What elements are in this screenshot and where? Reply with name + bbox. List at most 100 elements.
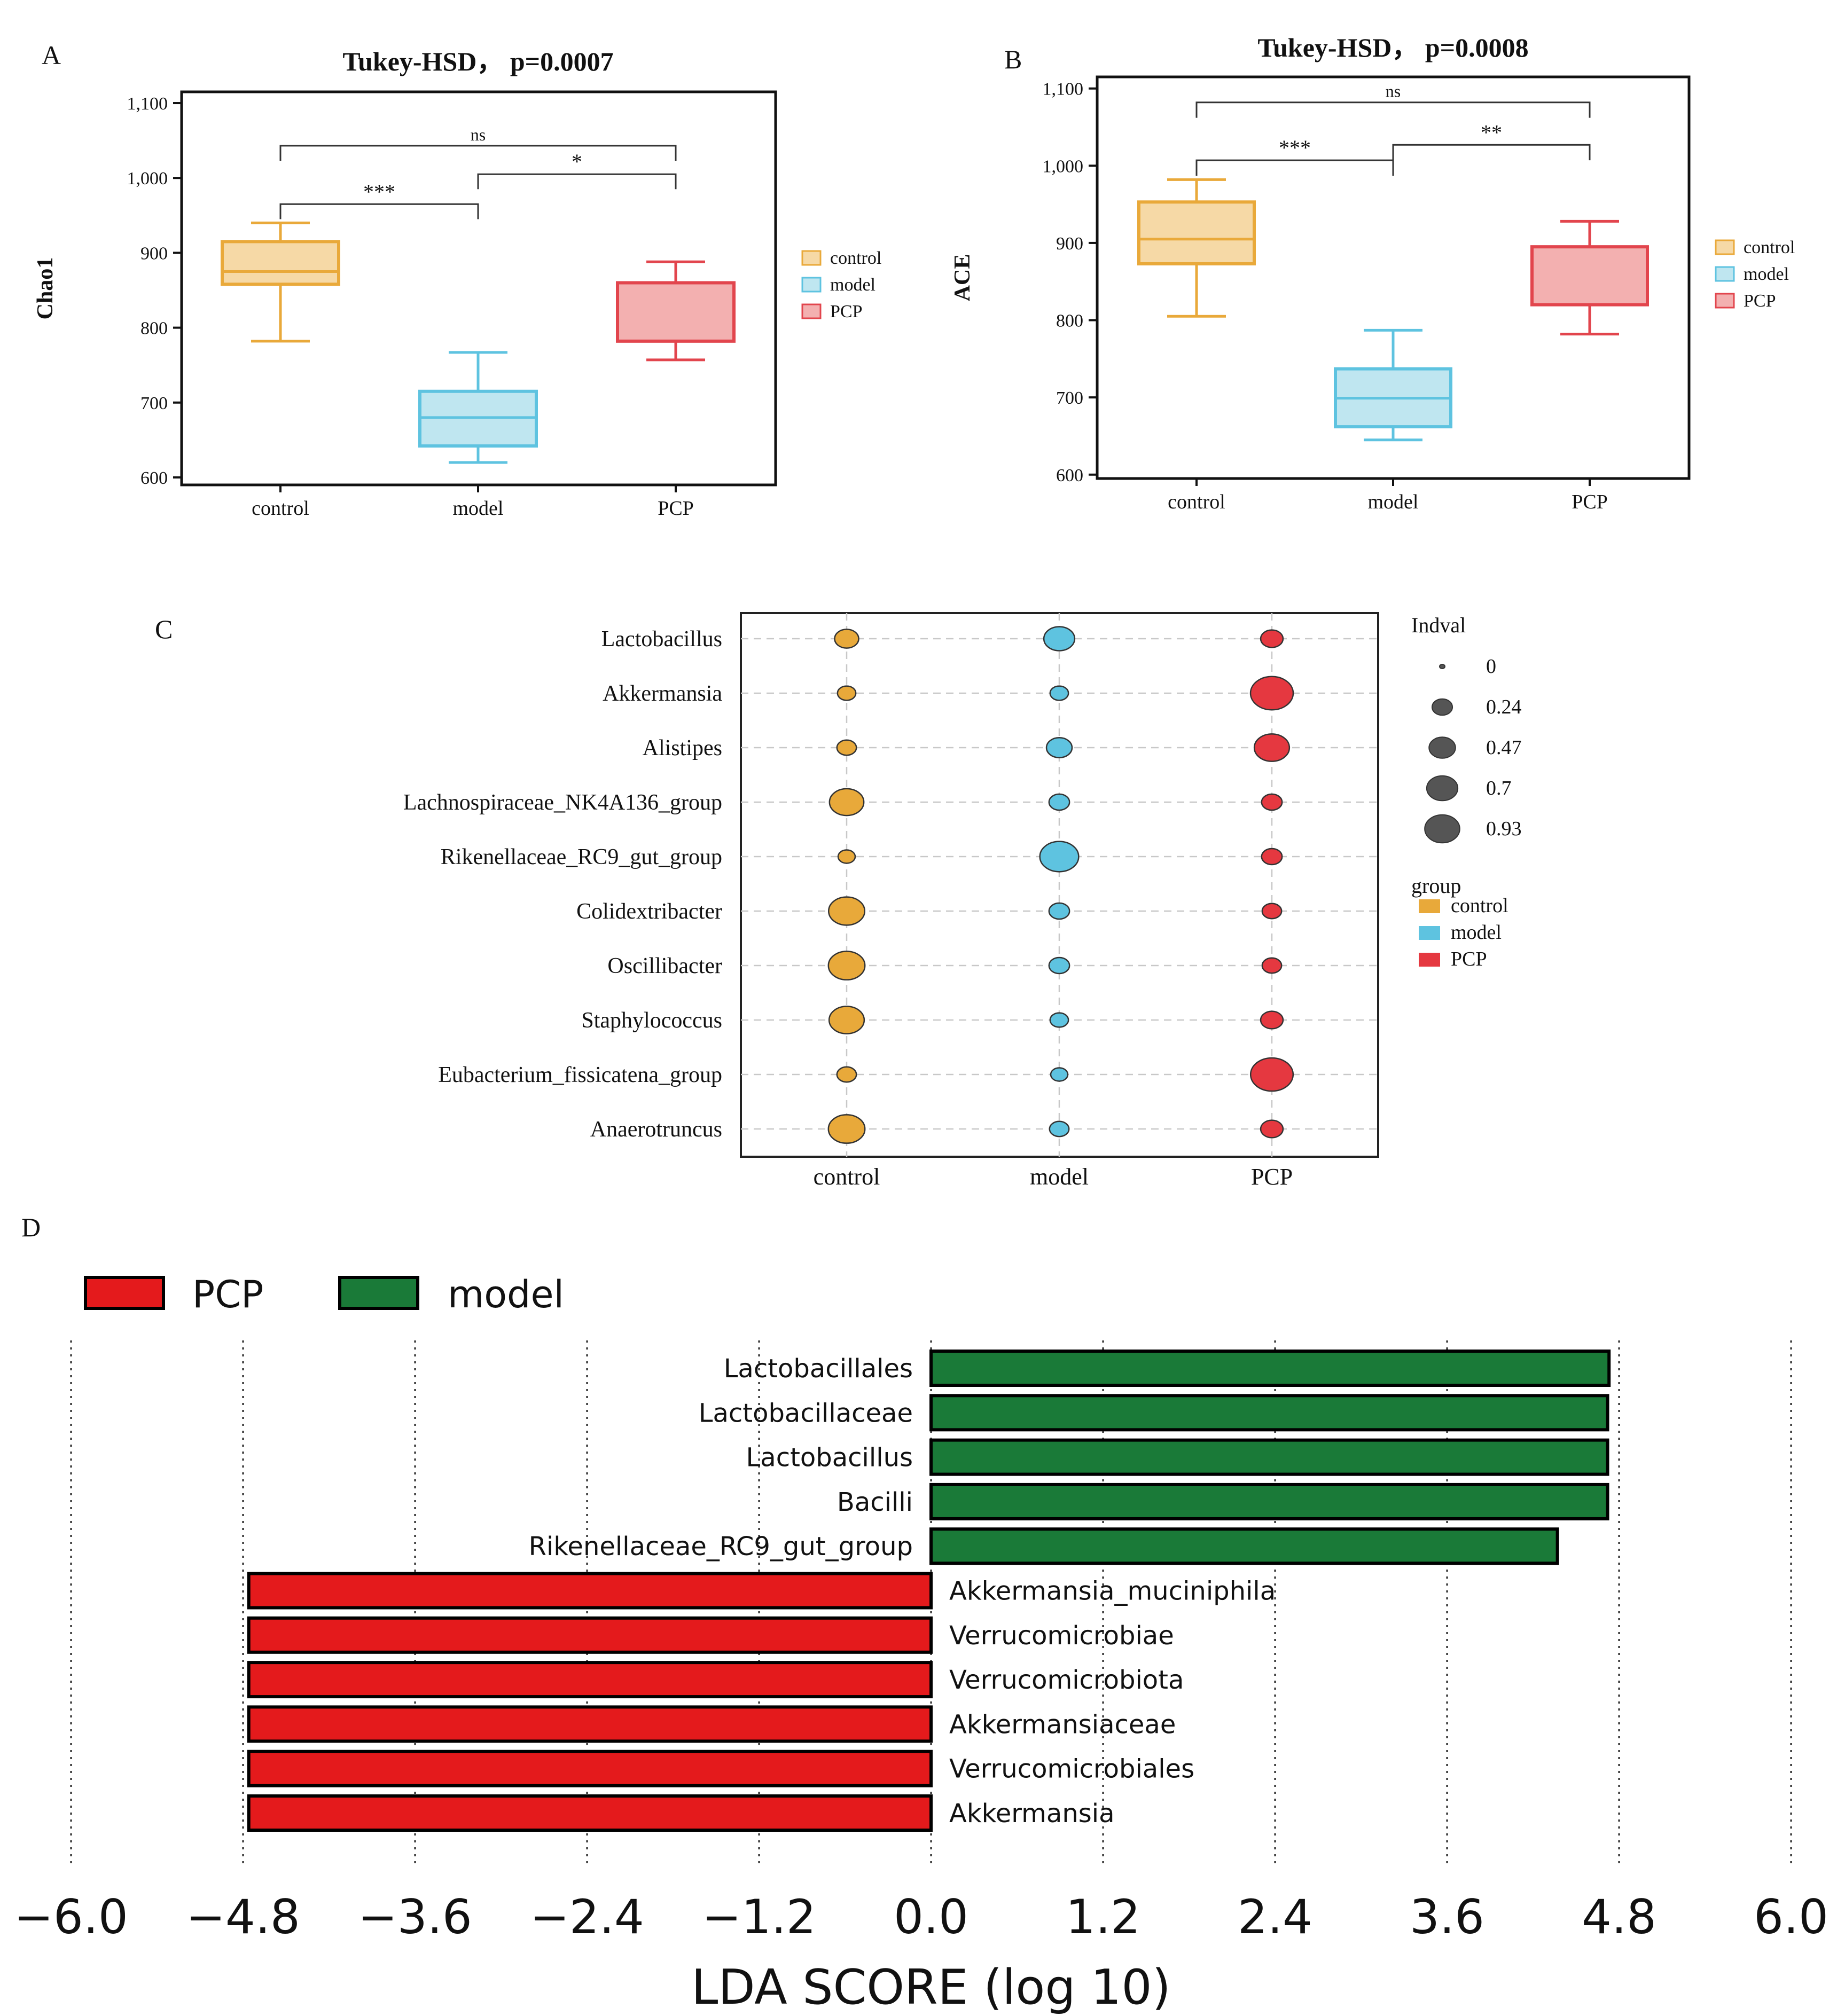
panel-c-bubble-control (827, 951, 866, 980)
panel-b-legend-label-control: control (1744, 238, 1795, 257)
panel-c-bubble-model (1049, 685, 1069, 701)
panel-c-group-legend-swatch-pcp (1419, 953, 1440, 967)
panel-c-genus-label: Eubacterium_fissicatena_group (438, 1063, 722, 1087)
panel-c-size-legend-label: 0.47 (1486, 736, 1522, 759)
panel-b-legend-swatch-pcp (1715, 293, 1735, 309)
panel-d-x-tick-label: 0.0 (894, 1889, 968, 1944)
panel-b-bracket (1195, 159, 1394, 176)
panel-c-group-legend-swatch-model (1419, 926, 1440, 940)
panel-c-size-legend-dot (1439, 664, 1445, 669)
panel-c-bubble-pcp (1249, 1057, 1294, 1092)
panel-a-significance-label: ns (471, 125, 486, 144)
panel-c-bubble-control (837, 685, 857, 701)
panel-a-x-tick-label-control: control (252, 497, 309, 520)
panel-d-bar-label: Lactobacillaceae (699, 1398, 913, 1428)
panel-d-x-tick-label: −3.6 (358, 1889, 472, 1944)
panel-a-y-tick-label: 800 (140, 319, 168, 339)
panel-c-bubble-model (1048, 956, 1070, 975)
panel-c-genus-label: Anaerotruncus (590, 1117, 722, 1142)
panel-d-bar-label: Verrucomicrobiota (949, 1665, 1184, 1695)
panel-c-genus-label: Akkermansia (603, 681, 722, 706)
panel-d-bar-label: Lactobacillales (724, 1354, 913, 1384)
panel-c-size-legend-label: 0 (1486, 655, 1496, 678)
panel-d-bar-pcp (247, 1794, 933, 1832)
panel-a-boxes (221, 221, 736, 464)
panel-c-bubble-control (836, 739, 857, 756)
panel-d-x-tick-label: 3.6 (1410, 1889, 1484, 1944)
panel-c-bubble-control (834, 629, 859, 649)
panel-a-box-model (418, 351, 538, 464)
panel-c-genus-label: Lachnospiraceae_NK4A136_group (403, 790, 722, 815)
panel-letter-c: C (155, 614, 173, 644)
panel-c-group-legend-label-control: control (1451, 895, 1508, 917)
panel-b-box-control (1137, 178, 1256, 318)
panel-d-bar-pcp (247, 1705, 933, 1743)
panel-a-significance-label: *** (363, 179, 395, 203)
panel-d-bar-label: Akkermansia_muciniphila (949, 1576, 1276, 1606)
panel-b-significance-brackets: ns***** (1195, 82, 1591, 176)
panel-b-y-axis-label: ACE (950, 254, 975, 302)
panel-a-significance-label: * (572, 150, 582, 174)
panel-c-bubble-model (1049, 1120, 1070, 1138)
panel-a-y-tick-label: 1,100 (127, 94, 168, 114)
panel-a-y-tick-label: 700 (140, 394, 168, 413)
panel-b-title: Tukey-HSD， p=0.0008 (1257, 33, 1528, 62)
panel-d-x-tick-label: 2.4 (1238, 1889, 1312, 1944)
panel-a-legend-label-model: model (830, 275, 875, 295)
panel-a-x-tick-label-pcp: PCP (658, 497, 694, 520)
panel-b-ace-boxplot: Tukey-HSD， p=0.0008 ACE 600 700 800 900 1,00… (950, 33, 1795, 513)
panel-a-x-tick-label-model: model (453, 497, 504, 520)
panel-c-bubble-model (1043, 626, 1076, 652)
panel-c-genus-label: Colidextribacter (576, 899, 722, 924)
panel-c-bubble-model (1039, 841, 1080, 873)
panel-b-y-tick-label: 800 (1056, 311, 1083, 331)
panel-c-bubble-control (828, 788, 865, 817)
panel-c-size-legend-label: 0.93 (1486, 818, 1522, 840)
panel-c-genus-label: Staphylococcus (581, 1008, 722, 1033)
panel-d-x-tick-label: −2.4 (530, 1889, 644, 1944)
panel-c-bubble-model (1045, 737, 1073, 758)
panel-d-bar-model (929, 1527, 1559, 1565)
panel-c-x-label-model: model (1030, 1164, 1089, 1190)
panel-b-boxes (1137, 178, 1649, 442)
panel-b-y-tick-label: 600 (1056, 466, 1083, 485)
panel-a-bracket (477, 173, 677, 190)
panel-d-bar-label: Akkermansia (949, 1799, 1115, 1829)
panel-c-size-legend-label: 0.24 (1486, 696, 1522, 718)
panel-c-bubble-model (1048, 902, 1070, 920)
panel-c-bubble-pcp (1260, 1119, 1284, 1139)
panel-d-bar-label: Lactobacillus (746, 1443, 913, 1473)
panel-c-size-legend-title: Indval (1411, 613, 1466, 637)
panel-d-bar-pcp (247, 1572, 933, 1610)
panel-c-genus-labels: Lactobacillus Akkermansia Alistipes Lachnos… (403, 627, 722, 1142)
panel-b-y-ticks: 600 700 800 900 1,000 1,100 (1043, 80, 1097, 485)
panel-a-y-axis-label: Chao1 (33, 257, 58, 320)
panel-a-chao1-boxplot: Tukey-HSD， p=0.0007 Chao1 600 700 800 900 1,… (33, 46, 881, 520)
panel-c-genus-label: Lactobacillus (601, 627, 722, 652)
panel-c-size-legend-dot (1431, 698, 1453, 716)
panel-c-bubble-pcp (1260, 629, 1284, 648)
panel-c-x-label-control: control (814, 1164, 880, 1190)
panel-b-bracket (1195, 101, 1591, 118)
panel-a-box-iqr (221, 240, 340, 286)
panel-c-bubble-control (827, 896, 866, 926)
panel-c-size-legend-dot (1424, 814, 1460, 844)
panel-b-significance-label: *** (1279, 136, 1311, 160)
panel-b-y-tick-label: 700 (1056, 388, 1083, 408)
panel-c-bubble-model (1049, 1012, 1069, 1028)
panel-c-bubble-control (837, 849, 856, 864)
panel-d-bars (247, 1350, 1611, 1832)
panel-c-group-legend-swatch-control (1419, 899, 1440, 913)
panel-c-bubble-pcp (1261, 903, 1283, 920)
panel-b-box-pcp (1530, 219, 1649, 336)
panel-b-significance-label: ns (1386, 82, 1401, 101)
panel-d-bar-label: Verrucomicrobiae (949, 1621, 1174, 1651)
panel-c-bubble-pcp (1261, 957, 1283, 974)
panel-c-bubble-pcp (1261, 793, 1283, 811)
panel-c-genus-label: Rikenellaceae_RC9_gut_group (441, 845, 722, 869)
panel-a-legend: control model PCP (801, 248, 881, 321)
panel-c-bubble-pcp (1249, 676, 1294, 711)
panel-a-box-iqr (616, 281, 736, 343)
panel-d-x-tick-label: 1.2 (1066, 1889, 1140, 1944)
